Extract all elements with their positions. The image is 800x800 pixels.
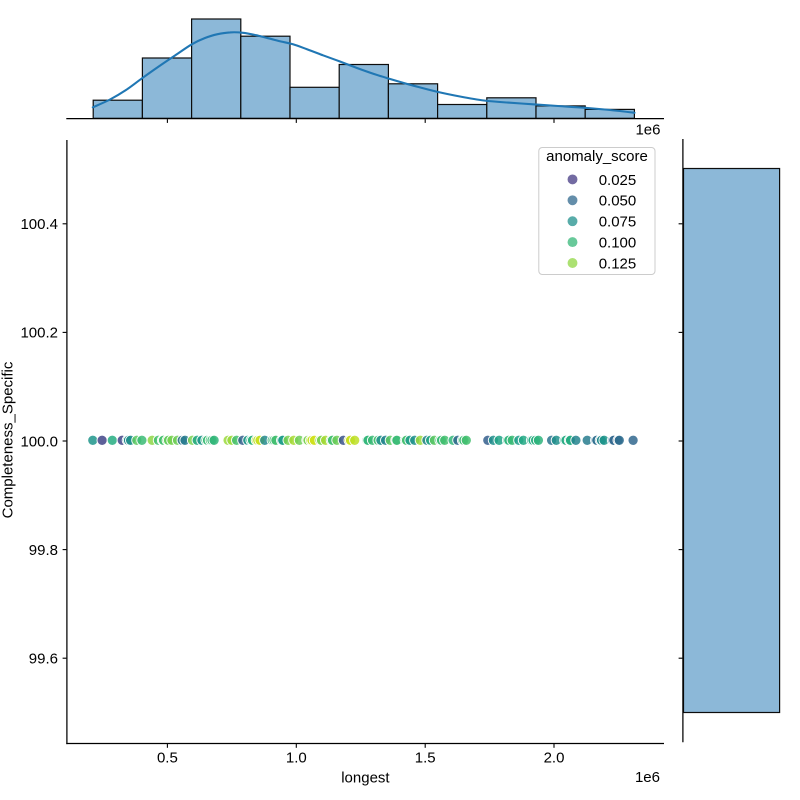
svg-text:99.6: 99.6 bbox=[29, 651, 58, 668]
svg-text:longest: longest bbox=[341, 770, 390, 787]
svg-text:1.0: 1.0 bbox=[286, 749, 307, 766]
svg-text:0.050: 0.050 bbox=[599, 193, 637, 210]
svg-text:0.025: 0.025 bbox=[599, 172, 637, 189]
svg-text:99.8: 99.8 bbox=[29, 542, 58, 559]
svg-text:0.075: 0.075 bbox=[599, 214, 637, 231]
svg-text:100.0: 100.0 bbox=[20, 433, 58, 450]
svg-text:1e6: 1e6 bbox=[635, 769, 660, 786]
svg-text:Completeness_Specific: Completeness_Specific bbox=[0, 361, 17, 518]
svg-text:100.2: 100.2 bbox=[20, 325, 58, 342]
svg-text:100.4: 100.4 bbox=[20, 216, 58, 233]
svg-text:0.125: 0.125 bbox=[599, 255, 637, 272]
svg-text:1e6: 1e6 bbox=[635, 121, 660, 138]
svg-text:0.5: 0.5 bbox=[157, 749, 178, 766]
svg-text:0.100: 0.100 bbox=[599, 234, 637, 251]
svg-text:anomaly_score: anomaly_score bbox=[546, 148, 648, 165]
svg-text:2.0: 2.0 bbox=[544, 749, 565, 766]
svg-text:1.5: 1.5 bbox=[415, 749, 436, 766]
